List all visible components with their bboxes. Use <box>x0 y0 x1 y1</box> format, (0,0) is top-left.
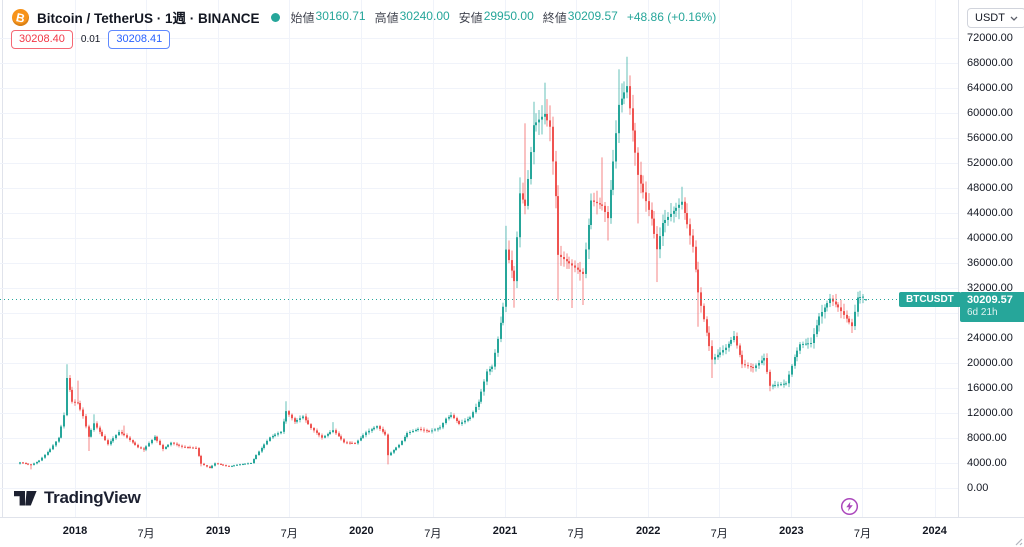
resize-handle-icon[interactable] <box>1014 537 1023 546</box>
close-value: 30209.57 <box>567 8 618 23</box>
time-tick-label: 7月 <box>280 528 298 540</box>
high-value: 30240.00 <box>399 8 450 23</box>
spread-value: 0.01 <box>80 34 101 45</box>
grid-lines <box>0 0 958 517</box>
price-tick-label: 16000.00 <box>967 381 1013 394</box>
ohlc-readout: 始値 30160.71 高値 30240.00 安値 29950.00 終値 30209… <box>291 9 717 26</box>
high-label: 高値 <box>374 10 399 25</box>
price-tick-label: 68000.00 <box>967 56 1013 69</box>
price-tick-label: 52000.00 <box>967 156 1013 169</box>
symbol-title[interactable]: Bitcoin / TetherUS · 1週 · BINANCE <box>37 11 260 26</box>
time-tick-label: 2020 <box>349 525 374 537</box>
time-tick-label: 2023 <box>779 525 804 537</box>
flash-icon[interactable] <box>840 497 859 516</box>
low-value: 29950.00 <box>483 8 534 23</box>
time-tick-label: 2024 <box>922 525 947 537</box>
price-tick-label: 12000.00 <box>967 406 1013 419</box>
bid-button[interactable]: 30208.40 <box>11 30 73 49</box>
price-tick-label: 48000.00 <box>967 181 1013 194</box>
open-label: 始値 <box>290 10 315 25</box>
current-price-label: 30209.57 6d 21h <box>960 291 1024 322</box>
price-tick-label: 0.00 <box>967 481 989 494</box>
time-axis[interactable]: 2018 7月 2019 7月 2020 7月 2021 7月 2022 7月 2023 7月 2024 <box>0 517 1024 547</box>
price-tick-label: 56000.00 <box>967 131 1013 144</box>
price-tick-label: 20000.00 <box>967 356 1013 369</box>
low-label: 安値 <box>458 10 483 25</box>
time-tick-label: 2018 <box>62 525 88 537</box>
price-tick-label: 24000.00 <box>967 331 1013 344</box>
price-tick-label: 72000.00 <box>967 31 1013 44</box>
chevron-down-icon <box>1010 16 1018 21</box>
time-tick-label: 2021 <box>492 525 518 537</box>
current-price-value: 30209.57 <box>967 293 1013 306</box>
change-value: +48.86 (+0.16%) <box>626 10 717 24</box>
currency-selector[interactable]: USDT <box>967 8 1024 28</box>
symbol-price-tag: BTCUSDT <box>899 291 961 307</box>
bar-countdown: 6d 21h <box>967 306 998 318</box>
close-label: 終値 <box>542 10 567 25</box>
open-value: 30160.71 <box>315 8 366 23</box>
tradingview-logo-icon <box>14 490 37 505</box>
price-tick-label: 4000.00 <box>967 456 1007 469</box>
currency-label: USDT <box>975 12 1005 24</box>
chart-legend: B Bitcoin / TetherUS · 1週 · BINANCE 始値 30… <box>10 6 717 28</box>
price-axis[interactable]: USDT 30209.57 6d 21h 72000.00 68000.00 640… <box>958 0 1024 547</box>
time-tick-label: 7月 <box>567 528 585 540</box>
ask-button[interactable]: 30208.41 <box>108 30 171 49</box>
time-tick-label: 7月 <box>137 528 155 540</box>
time-tick-label: 7月 <box>853 528 871 540</box>
price-tick-label: 64000.00 <box>967 81 1013 94</box>
price-tick-label: 44000.00 <box>967 206 1013 219</box>
market-status-dot <box>270 12 280 22</box>
price-tick-label: 32000.00 <box>967 281 1013 294</box>
time-tick-label: 7月 <box>710 528 728 540</box>
candles-layer <box>19 56 867 470</box>
time-tick-label: 2019 <box>205 525 231 537</box>
bitcoin-coin-icon: B <box>10 6 31 28</box>
price-tick-label: 60000.00 <box>967 106 1013 119</box>
bid-ask-row: 30208.40 0.01 30208.41 <box>11 30 171 49</box>
price-tick-label: 40000.00 <box>967 231 1013 244</box>
time-tick-label: 2022 <box>635 525 661 537</box>
price-tick-label: 36000.00 <box>967 256 1013 269</box>
widget-left-border <box>2 0 3 547</box>
tradingview-logo[interactable]: TradingView <box>14 488 141 508</box>
price-tick-label: 8000.00 <box>967 431 1007 444</box>
time-tick-label: 7月 <box>424 528 442 540</box>
tradingview-logo-text: TradingView <box>44 488 141 507</box>
